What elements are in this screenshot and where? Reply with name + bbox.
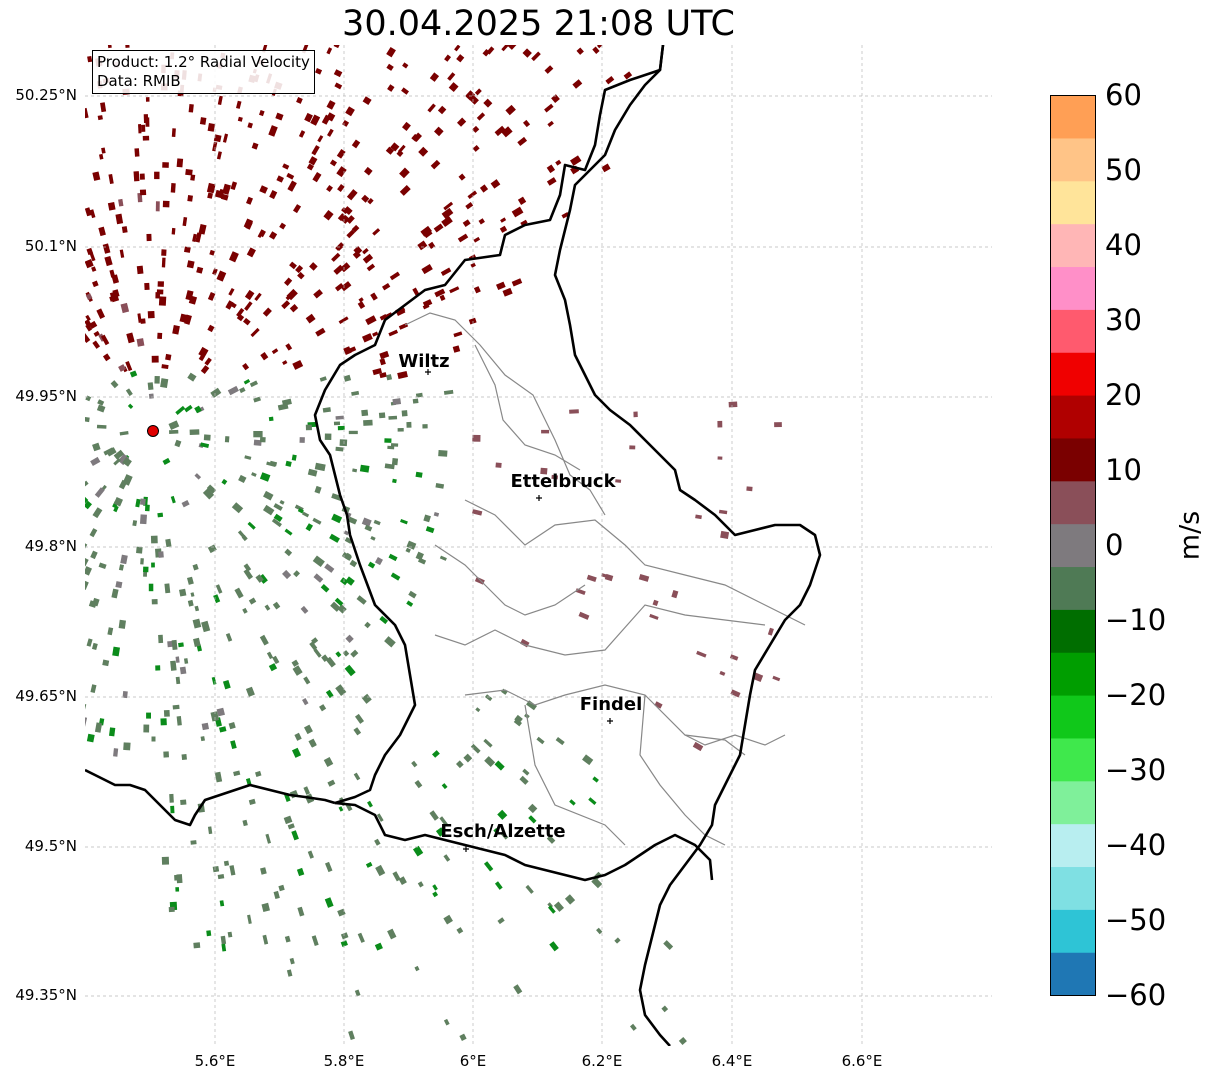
colorbar-segment (1050, 523, 1096, 568)
colorbar-segment (1050, 566, 1096, 610)
lon-tick-6-2: 6.2°E (581, 1052, 623, 1070)
velocity-echoes (85, 45, 782, 1046)
colorbar-segment (1050, 266, 1096, 310)
city-markers (425, 369, 613, 852)
colorbar-tick-40: 40 (1105, 228, 1142, 262)
colorbar-tick-20: 20 (1105, 378, 1142, 412)
colorbar-tick-neg40: −40 (1105, 828, 1167, 862)
colorbar-segment (1050, 95, 1096, 139)
map-title: 30.04.2025 21:08 UTC (342, 4, 735, 44)
lat-tick-49-95: 49.95°N (15, 387, 77, 405)
product-label: Product: 1.2° Radial Velocity (97, 53, 310, 71)
colorbar-segment (1050, 695, 1096, 739)
colorbar-tick-0: 0 (1105, 528, 1124, 562)
lon-tick-5-6: 5.6°E (194, 1052, 236, 1070)
colorbar-tick-60: 60 (1105, 78, 1142, 112)
city-label-esch-alzette: Esch/Alzette (440, 821, 566, 842)
colorbar-tick-neg10: −10 (1105, 603, 1167, 637)
colorbar-unit-label: m/s (1174, 510, 1206, 561)
colorbar-tick-neg50: −50 (1105, 903, 1167, 937)
colorbar-segment (1050, 309, 1096, 353)
country-borders (85, 45, 822, 1046)
radar-map[interactable] (85, 45, 992, 1046)
colorbar-tick-30: 30 (1105, 303, 1142, 337)
colorbar-segment (1050, 180, 1096, 225)
lat-tick-49-35: 49.35°N (15, 986, 77, 1004)
colorbar-segment (1050, 823, 1096, 868)
colorbar-segment (1050, 352, 1096, 396)
lon-tick-6-4: 6.4°E (711, 1052, 753, 1070)
colorbar-segment (1050, 480, 1096, 525)
city-label-findel: Findel (579, 694, 643, 715)
colorbar-segment (1050, 395, 1096, 439)
lat-tick-49-65: 49.65°N (15, 687, 77, 705)
lat-tick-50-25: 50.25°N (15, 86, 77, 104)
colorbar-tick-neg20: −20 (1105, 678, 1167, 712)
colorbar-segment (1050, 223, 1096, 268)
colorbar-segment (1050, 780, 1096, 825)
colorbar-tick-10: 10 (1105, 453, 1142, 487)
colorbar-tick-neg30: −30 (1105, 753, 1167, 787)
colorbar-segment (1050, 137, 1096, 182)
gridlines (85, 45, 992, 1046)
colorbar-segment (1050, 652, 1096, 696)
product-info-box: Product: 1.2° Radial Velocity Data: RMIB (92, 50, 315, 94)
lon-tick-5-8: 5.8°E (323, 1052, 365, 1070)
lon-tick-6: 6°E (459, 1052, 487, 1070)
lat-tick-50-1: 50.1°N (24, 237, 77, 255)
colorbar-segment (1050, 737, 1096, 782)
colorbar-segment (1050, 952, 1096, 996)
city-label-wiltz: Wiltz (398, 351, 450, 372)
colorbar-segment (1050, 866, 1096, 910)
colorbar-tick-50: 50 (1105, 153, 1142, 187)
colorbar-tick-neg60: −60 (1105, 978, 1167, 1012)
velocity-colorbar (1050, 95, 1096, 996)
lon-tick-6-6: 6.6°E (841, 1052, 883, 1070)
canton-boundaries (404, 312, 806, 846)
city-label-ettelbruck: Ettelbruck (510, 471, 616, 492)
colorbar-segment (1050, 437, 1096, 482)
data-source-label: Data: RMIB (97, 72, 181, 90)
colorbar-segment (1050, 609, 1096, 653)
colorbar-segment (1050, 909, 1096, 953)
lat-tick-49-8: 49.8°N (24, 537, 77, 555)
radar-site-marker (142, 420, 164, 442)
lat-tick-49-5: 49.5°N (24, 837, 77, 855)
radar-map-canvas (85, 45, 992, 1046)
